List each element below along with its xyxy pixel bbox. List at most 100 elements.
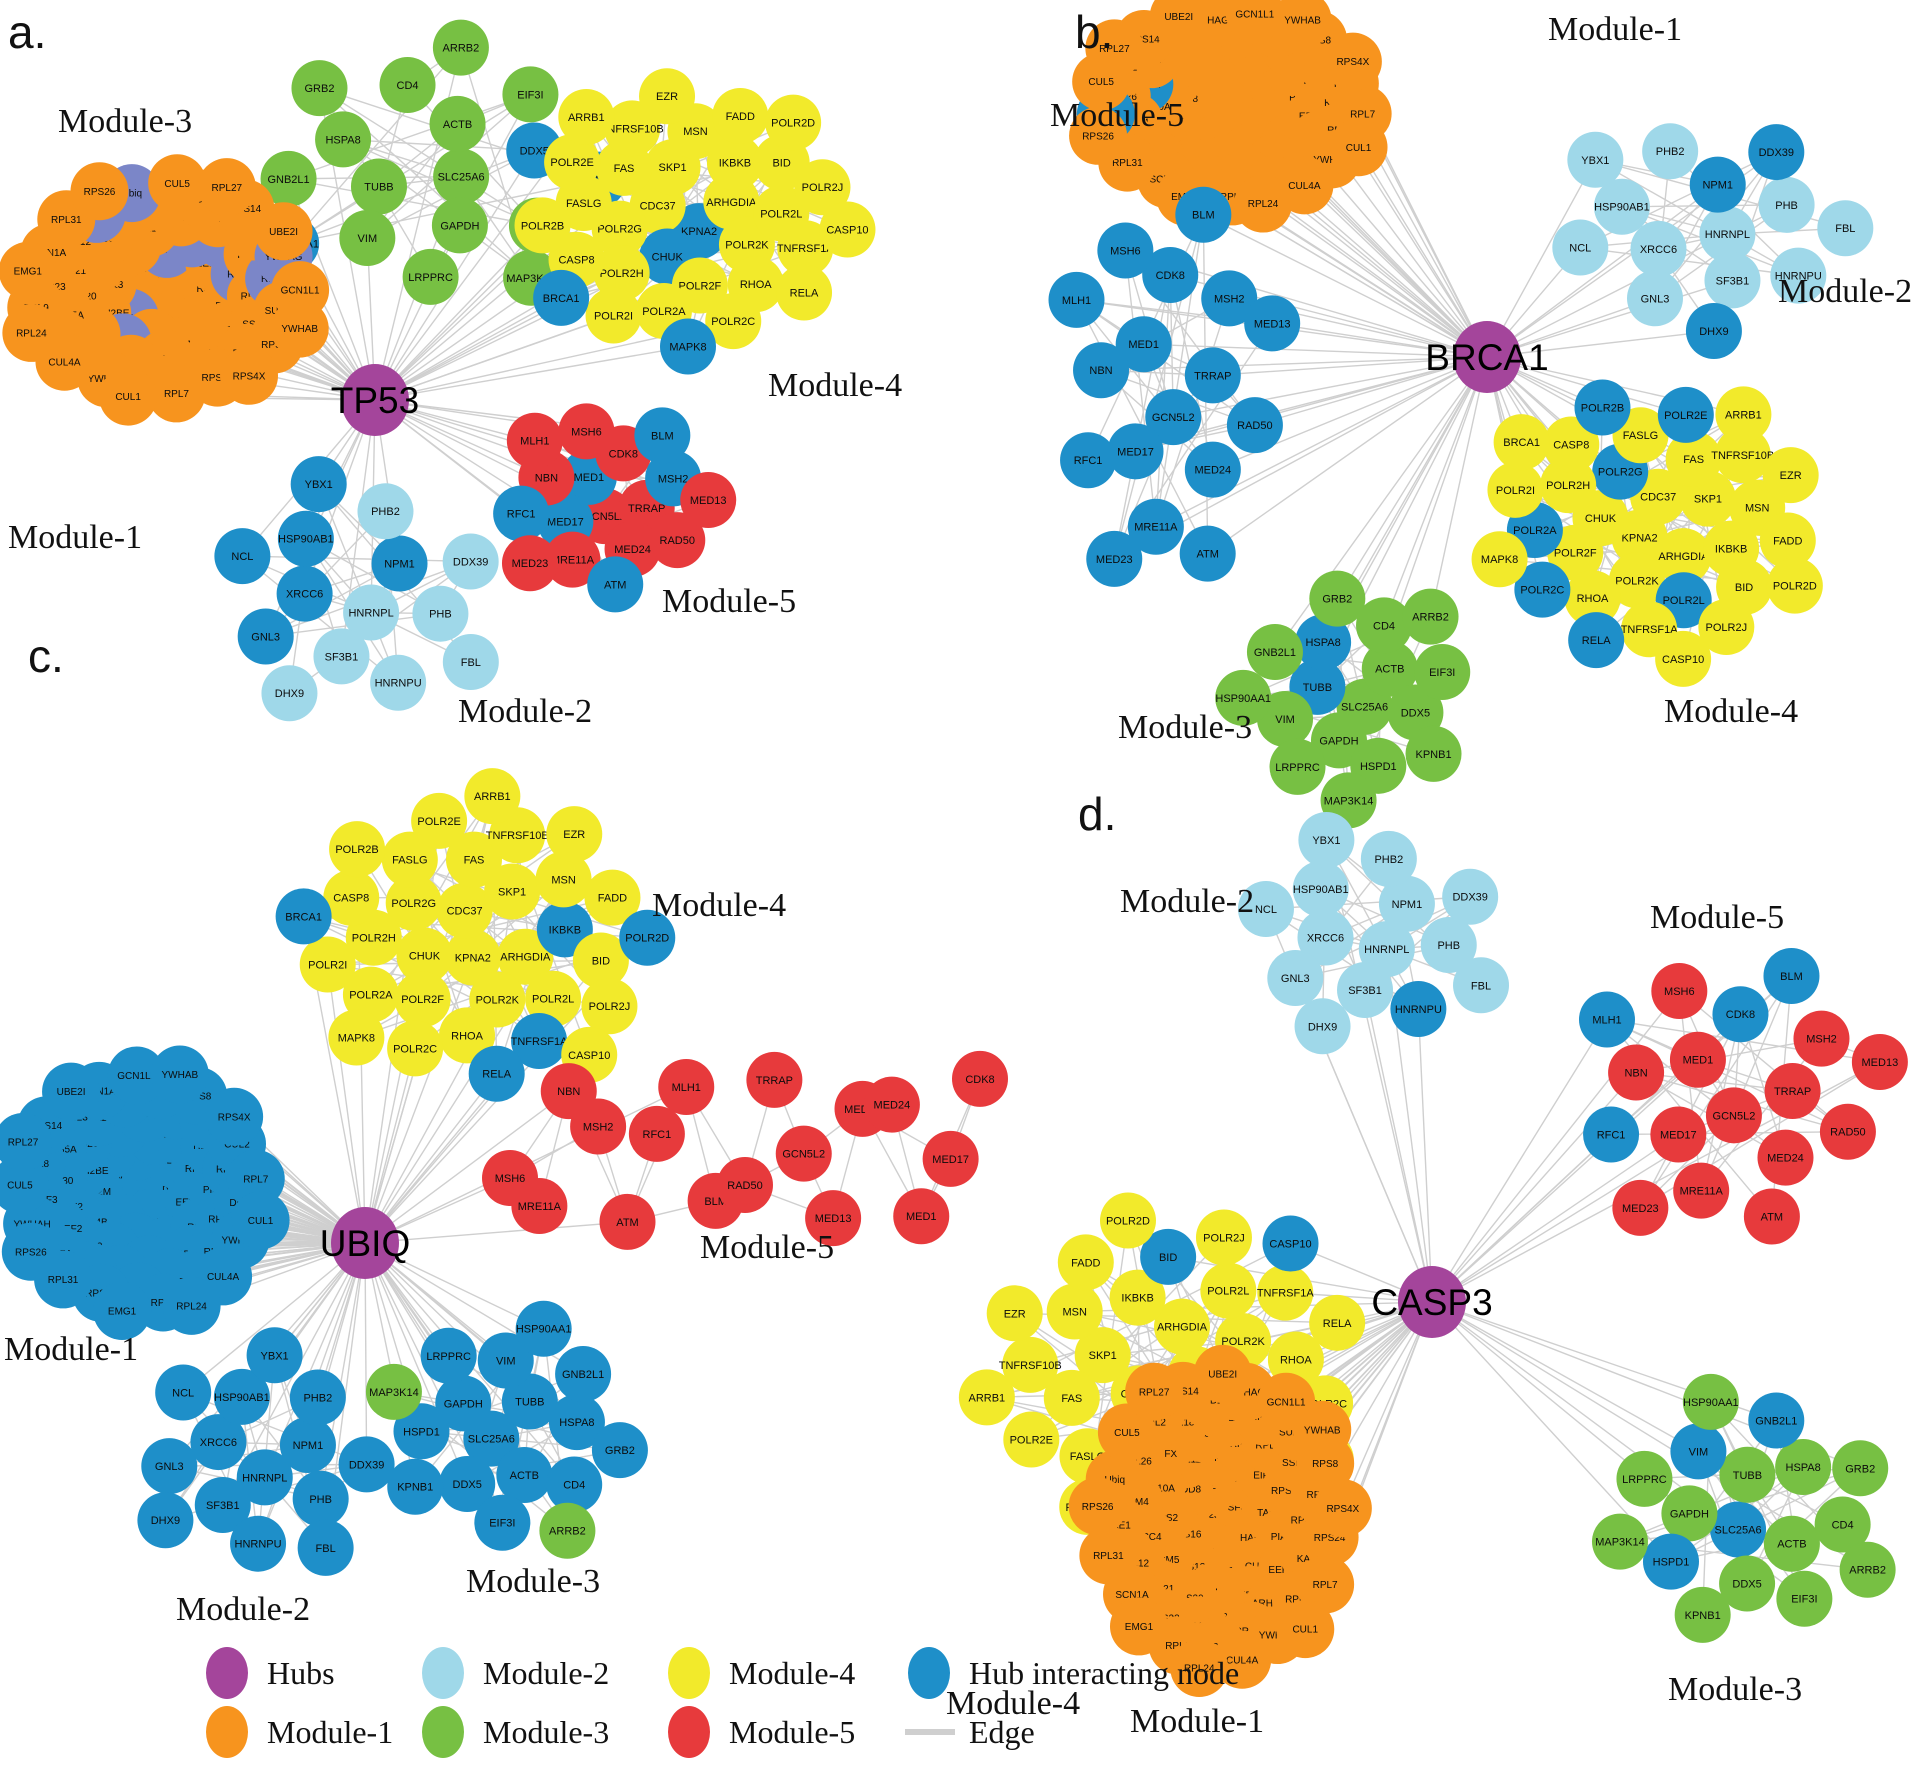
gene-node xyxy=(533,269,590,326)
gene-label: RHOA xyxy=(451,1030,483,1042)
gene-label: POLR2I xyxy=(594,310,633,322)
gene-label: POLR2I xyxy=(1496,485,1535,497)
gene-label: GCN1L1 xyxy=(117,1071,156,1082)
gene-label: FASLG xyxy=(1623,430,1658,442)
gene-label: GCN5L2 xyxy=(1713,1110,1756,1122)
gene-label: YWHAG xyxy=(1191,16,1229,27)
gene-label: RFC1 xyxy=(507,509,536,521)
gene-label: TNFRSF10B xyxy=(601,123,664,135)
gene-node xyxy=(1493,414,1550,471)
hub-circle xyxy=(1453,321,1521,393)
gene-node xyxy=(555,1345,612,1402)
gene-node xyxy=(546,1456,603,1513)
gene-label: CASP8 xyxy=(558,255,594,267)
edge-line xyxy=(364,1090,570,1244)
module-cluster-ubiq-module-2: HNRNPL XRCC6 NPM1 SF3B1 HSP90AB1 PHB GNL3 PHB2 H… xyxy=(137,1327,395,1576)
gene-label: ARRB2 xyxy=(443,43,480,55)
gene-label: POLR2L xyxy=(532,994,574,1006)
gene-node xyxy=(329,821,386,878)
edge-line xyxy=(1357,146,1488,358)
gene-node xyxy=(1591,1513,1648,1570)
gene-label: GNB2L1 xyxy=(267,174,309,186)
gene-label: ATM xyxy=(1761,1211,1783,1223)
gene-node xyxy=(1673,1162,1730,1219)
gene-label: Ubiq xyxy=(1104,1475,1125,1486)
gene-node xyxy=(93,1281,152,1340)
edge-line xyxy=(1142,343,1488,358)
gene-label: CDC37 xyxy=(640,201,676,213)
gene-node xyxy=(1650,1106,1707,1163)
legend-item: Module-5 xyxy=(668,1706,855,1758)
gene-label: POLR2J xyxy=(802,182,844,194)
gene-node xyxy=(432,19,489,76)
gene-node xyxy=(1323,32,1382,91)
gene-node xyxy=(585,287,642,344)
gene-label: TRRAP xyxy=(1774,1086,1811,1098)
gene-node xyxy=(1046,1283,1103,1340)
gene-label: YBX1 xyxy=(305,479,333,491)
gene-label: RPS4X xyxy=(218,1112,251,1123)
gene-label: EZR xyxy=(656,91,678,103)
legend-swatch-m2 xyxy=(422,1647,464,1699)
gene-label: EIF3I xyxy=(489,1518,515,1530)
gene-node xyxy=(246,1327,303,1384)
gene-label: MED24 xyxy=(1194,465,1231,477)
gene-label: LRPPRC xyxy=(426,1351,471,1363)
gene-node xyxy=(148,154,207,213)
gene-node xyxy=(1689,156,1746,213)
hub-label: UBIQ xyxy=(320,1223,410,1264)
edge-line xyxy=(1271,322,1488,358)
gene-node xyxy=(1712,986,1769,1043)
edge-line xyxy=(182,1242,366,1394)
legend-swatch-hi xyxy=(908,1647,950,1699)
gene-node xyxy=(1748,124,1805,181)
gene-label: POLR2E xyxy=(417,816,460,828)
module-label: Module-3 xyxy=(1668,1671,1802,1708)
legend-label: Module-2 xyxy=(483,1655,609,1691)
gene-node xyxy=(1329,118,1388,177)
gene-node xyxy=(1184,347,1241,404)
gene-node xyxy=(1170,1638,1229,1697)
edge-line xyxy=(1206,356,1488,555)
gene-node xyxy=(1670,1423,1727,1480)
gene-label: RPS14 xyxy=(1167,1386,1199,1397)
edge-line xyxy=(374,314,615,401)
gene-label: SKP1 xyxy=(1694,494,1722,506)
gene-node xyxy=(593,244,650,301)
gene-label: BID xyxy=(1735,582,1753,594)
module-label: Module-1 xyxy=(1130,1703,1264,1740)
gene-label: VIM xyxy=(1275,714,1295,726)
gene-node xyxy=(370,654,427,711)
gene-node xyxy=(1225,0,1284,43)
gene-label: RPL31 xyxy=(1112,158,1143,169)
gene-node xyxy=(342,966,399,1023)
gene-label: SKP1 xyxy=(498,886,526,898)
gene-label: HSPA8 xyxy=(325,134,360,146)
gene-label: BLM xyxy=(651,430,674,442)
gene-label: POLR2H xyxy=(1546,480,1590,492)
gene-label: TUBB xyxy=(515,1397,544,1409)
edge-line xyxy=(1594,159,1800,277)
edge-line xyxy=(1431,1133,1680,1303)
gene-node xyxy=(190,1414,247,1471)
gene-label: DDX39 xyxy=(1759,147,1794,159)
gene-label: RELA xyxy=(1582,635,1611,647)
module-cluster-ubiq-module-5: MSH6MRE11ANBNMSH2ATMRFC1MLH1BLMRAD50TRRA… xyxy=(482,1050,1008,1250)
gene-node xyxy=(297,1519,354,1576)
gene-label: EMG1 xyxy=(1125,1622,1154,1633)
gene-label: CDK8 xyxy=(1726,1009,1755,1021)
gene-label: FBL xyxy=(316,1543,336,1555)
gene-label: EIF3I xyxy=(517,89,543,101)
gene-label: MRE11A xyxy=(518,1201,562,1213)
gene-node xyxy=(1193,1344,1252,1403)
gene-node xyxy=(1195,1209,1252,1266)
gene-label: RPS26 xyxy=(84,187,116,198)
gene-label: POLR2E xyxy=(1010,1434,1053,1446)
gene-node xyxy=(1764,1062,1821,1119)
gene-label: POLR2L xyxy=(760,208,802,220)
gene-node xyxy=(1642,123,1699,180)
gene-node xyxy=(1578,991,1635,1048)
gene-label: DHX9 xyxy=(1699,326,1728,338)
module-cluster-brca1-module-5: GCN5L2 MED1 TRRAP MED17 CDK8 MED24 NBN MSH2 MRE1… xyxy=(1048,186,1301,587)
gene-label: HNRNPL xyxy=(1705,229,1750,241)
